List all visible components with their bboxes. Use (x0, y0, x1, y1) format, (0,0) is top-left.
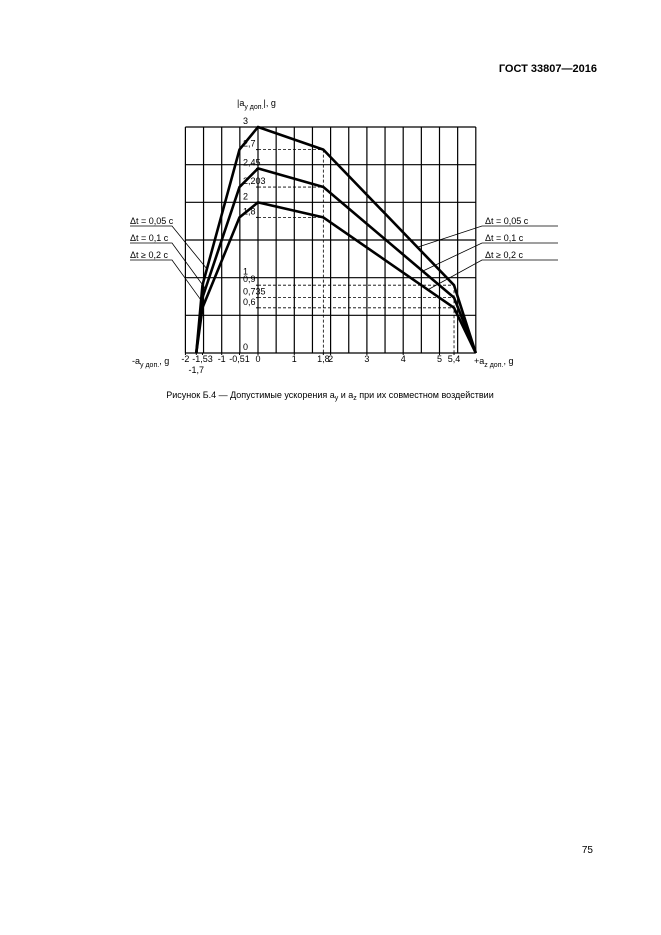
y-tick-label: 2,45 (243, 157, 261, 167)
legend-leader (417, 225, 558, 248)
caption-sub: z (353, 395, 357, 402)
y-tick-label: 2,7 (243, 139, 256, 149)
header: ГОСТ 33807—2016 (499, 63, 597, 75)
x-axis-label-left: -ay доп., g (132, 356, 169, 369)
y-tick-label: 1 (243, 267, 248, 277)
caption-text: при их совместном воздействии (357, 390, 494, 400)
y-tick-label: 0,735 (243, 287, 266, 297)
x-axis-label-right: +az доп., g (474, 356, 513, 369)
label-sub: z доп. (484, 362, 503, 369)
series-line (194, 167, 478, 354)
caption-text: и a (338, 390, 353, 400)
x-tick-label: 0 (255, 354, 260, 364)
x-tick-label: -0,51 (229, 354, 250, 364)
label-part: |a (237, 98, 244, 108)
legend-leader (130, 242, 206, 290)
y-tick-label: 0 (243, 342, 248, 352)
y-tick-label: 3 (243, 116, 248, 126)
label-part: +a (474, 356, 484, 366)
x-tick-label: 1 (292, 354, 297, 364)
x-tick-label: 5 (437, 354, 442, 364)
x-tick-label: 1,8 (317, 354, 330, 364)
y-axis-label: |ay доп.|, g (237, 98, 276, 111)
legend-label: Δt = 0,05 с (130, 216, 174, 226)
legend-leader (130, 225, 208, 270)
label-part: -a (132, 356, 140, 366)
x-tick-label: -1 (218, 354, 226, 364)
legend-leader (130, 259, 205, 305)
caption: Рисунок Б.4 — Допустимые ускорения ay и … (166, 390, 494, 402)
y-tick-label: 2,203 (243, 176, 266, 186)
series-line (195, 201, 477, 354)
label-sub: y доп. (244, 104, 263, 111)
legend-label: Δt ≥ 0,2 с (130, 250, 168, 260)
label-part: , g (159, 356, 169, 366)
y-tick-label: 0,6 (243, 297, 256, 307)
caption-sub: y (335, 395, 339, 402)
x-tick-label: -2 (181, 354, 189, 364)
legend-label: Δt = 0,1 с (130, 233, 169, 243)
legend-label: Δt = 0,1 с (485, 233, 524, 243)
legend-leader (422, 242, 558, 272)
page-number: 75 (582, 845, 594, 856)
y-tick-label: 2 (243, 191, 248, 201)
x-tick-label: 2 (328, 354, 333, 364)
label-sub: y доп. (140, 362, 159, 369)
label-part: |, g (264, 98, 276, 108)
x-tick-label: 3 (364, 354, 369, 364)
x-tick-label: 5,4 (448, 354, 461, 364)
x-tick-label: -1,53 (192, 354, 213, 364)
caption-text: Рисунок Б.4 — Допустимые ускорения a (166, 390, 334, 400)
y-tick-label: 1,8 (243, 206, 256, 216)
legend-label: Δt ≥ 0,2 с (485, 250, 523, 260)
x-tick-label: -1,7 (189, 365, 205, 375)
label-part: , g (503, 356, 513, 366)
legend-leader (427, 259, 558, 291)
x-tick-label: 4 (401, 354, 406, 364)
y-tick-label: 0,9 (243, 274, 256, 284)
legend-label: Δt = 0,05 с (485, 216, 529, 226)
